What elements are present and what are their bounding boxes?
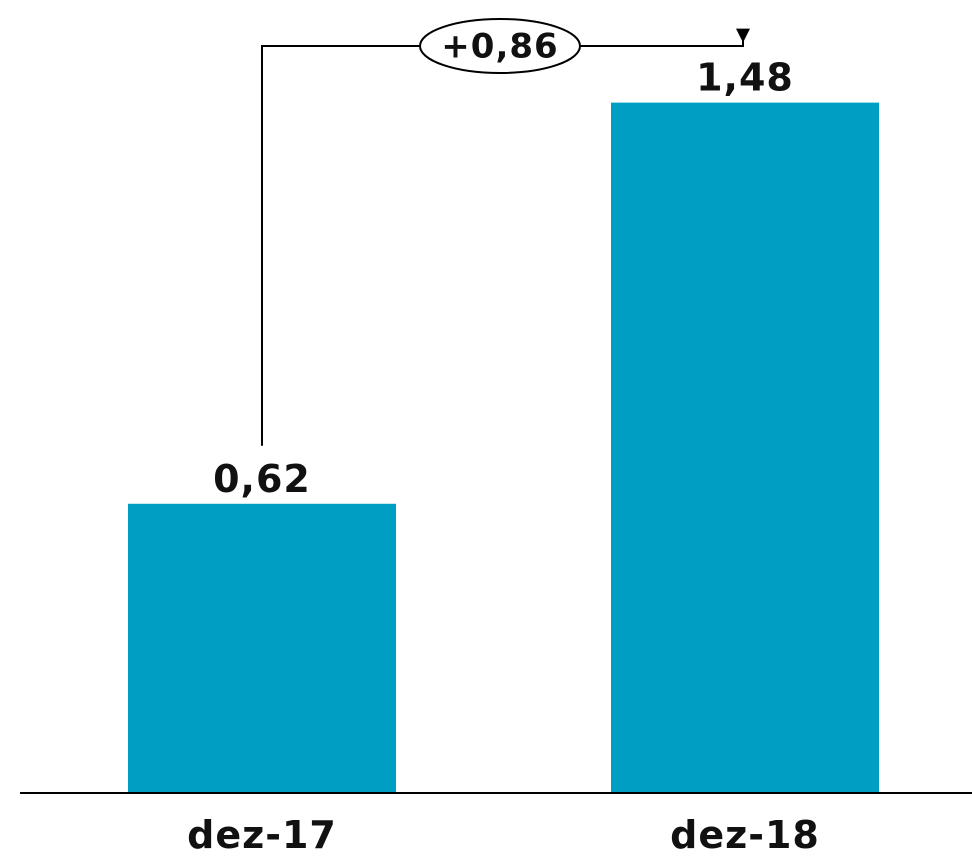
bar-dez-17 — [128, 503, 396, 793]
category-label-dez-17: dez-17 — [187, 813, 337, 856]
value-label-dez-18: 1,48 — [696, 56, 794, 100]
category-labels-group: dez-17 dez-18 — [187, 813, 820, 856]
difference-connector-right — [580, 30, 744, 47]
difference-annotation: +0,86 — [261, 18, 750, 446]
value-label-dez-17: 0,62 — [213, 457, 311, 501]
category-label-dez-18: dez-18 — [670, 813, 820, 856]
value-labels-group: 0,62 1,48 — [213, 56, 794, 501]
arrowhead-down-icon — [736, 28, 750, 43]
difference-label: +0,86 — [441, 27, 558, 67]
bar-dez-18 — [611, 102, 879, 793]
difference-connector-left — [261, 45, 420, 446]
difference-ellipse — [419, 18, 581, 74]
bars-group — [128, 102, 879, 793]
